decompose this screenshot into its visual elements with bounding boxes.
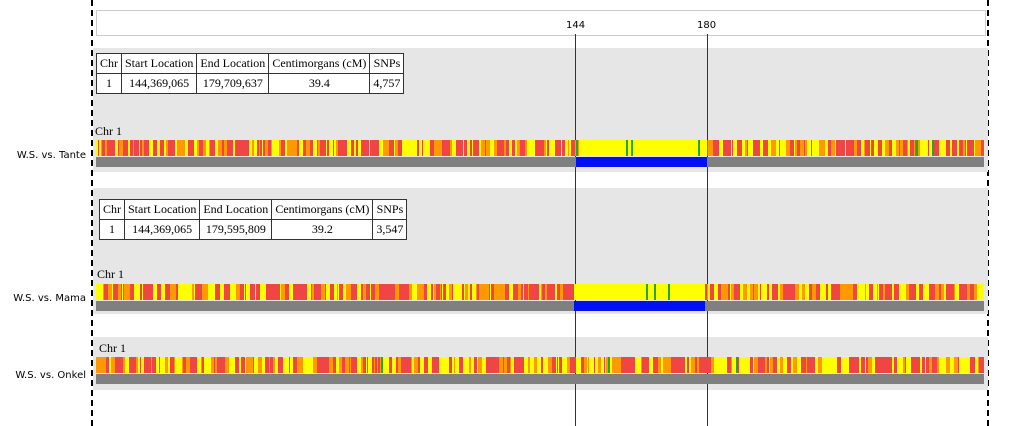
comparison-label-onkel: W.S. vs. Onkel (15, 370, 86, 381)
col-centimorgans: Centimorgans (cM) (268, 53, 371, 74)
position-ruler (96, 10, 986, 36)
table-row: 1 144,369,065 179,595,809 39.2 3,547 (99, 219, 408, 240)
segment-end-guide (707, 34, 708, 426)
col-start-location: Start Location (123, 199, 201, 220)
cell-cm: 39.4 (268, 73, 371, 94)
chromosome-bar-mama (96, 301, 984, 311)
col-chr: Chr (96, 53, 122, 74)
cell-cm: 39.2 (271, 219, 374, 240)
cell-snps: 4,757 (369, 73, 405, 94)
ruler-tick-144: 144 (566, 20, 586, 31)
table-header-row: Chr Start Location End Location Centimor… (99, 199, 408, 220)
chr-label-tante: Chr 1 (95, 124, 122, 138)
comparison-label-tante: W.S. vs. Tante (16, 150, 86, 161)
col-snps: SNPs (372, 199, 408, 220)
cell-start: 144,369,065 (123, 219, 201, 240)
segment-table-tante: Chr Start Location End Location Centimor… (96, 53, 405, 94)
shared-segment-bar-mama (574, 301, 705, 311)
chr-label-onkel: Chr 1 (99, 341, 126, 355)
match-strip-onkel (96, 357, 984, 373)
segment-start-guide (575, 34, 576, 426)
chromosome-bar-onkel (96, 374, 984, 384)
cell-end: 179,709,637 (196, 73, 270, 94)
cell-chr: 1 (96, 73, 122, 94)
cell-snps: 3,547 (372, 219, 408, 240)
col-snps: SNPs (369, 53, 405, 74)
match-strip-tante (96, 140, 984, 156)
col-end-location: End Location (196, 53, 270, 74)
col-chr: Chr (99, 199, 125, 220)
right-dashed-boundary (987, 0, 989, 426)
segment-table-mama: Chr Start Location End Location Centimor… (99, 199, 408, 240)
chromosome-bar-tante (96, 157, 984, 167)
cell-chr: 1 (99, 219, 125, 240)
table-header-row: Chr Start Location End Location Centimor… (96, 53, 405, 74)
comparison-label-mama: W.S. vs. Mama (13, 293, 86, 304)
cell-end: 179,595,809 (199, 219, 273, 240)
col-start-location: Start Location (120, 53, 198, 74)
shared-segment-bar-tante (576, 157, 707, 167)
match-strip-mama (96, 284, 984, 300)
cell-start: 144,369,065 (120, 73, 198, 94)
ruler-tick-180: 180 (697, 20, 717, 31)
col-end-location: End Location (199, 199, 273, 220)
table-row: 1 144,369,065 179,709,637 39.4 4,757 (96, 73, 405, 94)
chr-label-mama: Chr 1 (97, 267, 124, 281)
left-dashed-boundary (91, 0, 93, 426)
col-centimorgans: Centimorgans (cM) (271, 199, 374, 220)
